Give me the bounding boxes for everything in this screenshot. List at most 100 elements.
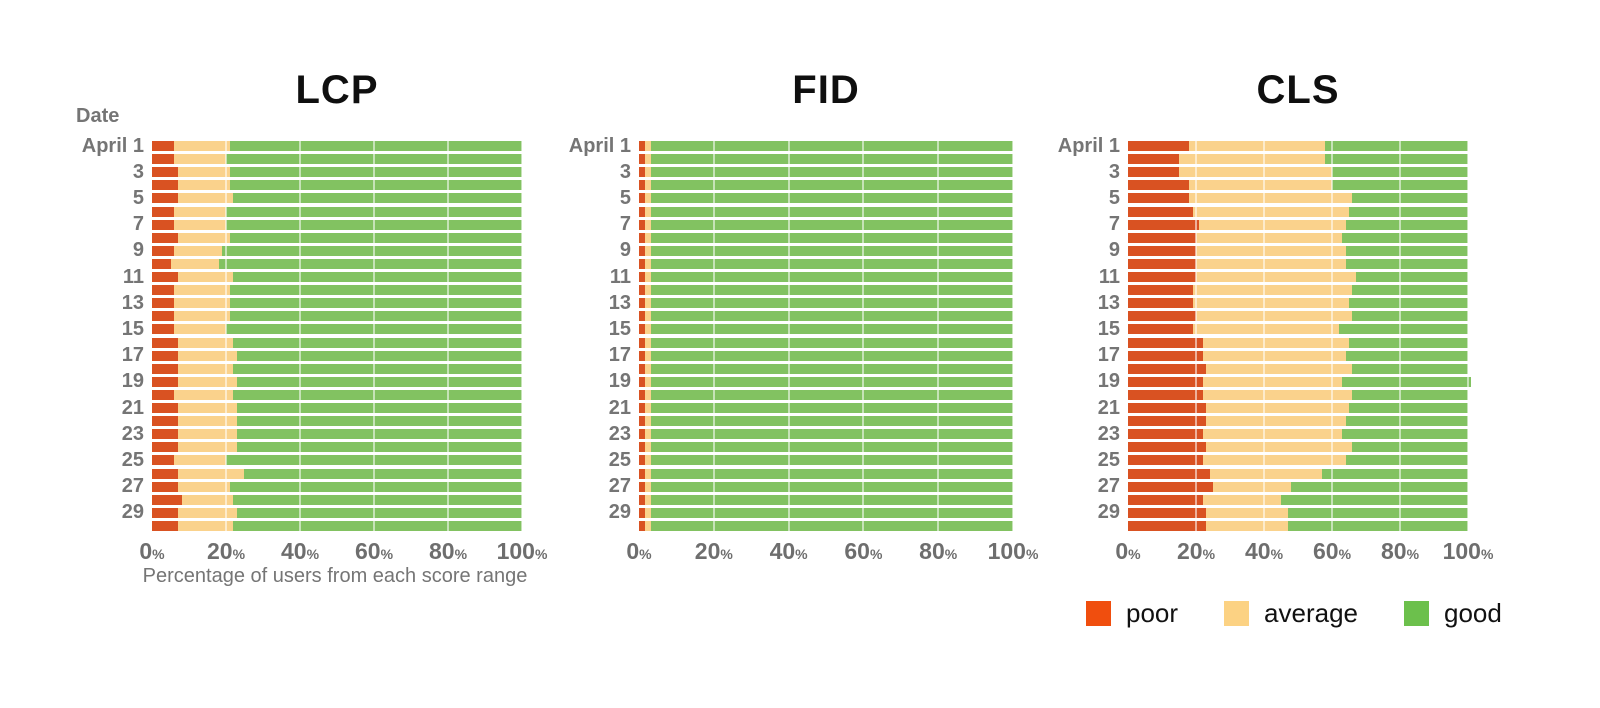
bar-segment-good (225, 455, 522, 466)
bar-segment-good (651, 520, 1013, 531)
bar-segment-good (651, 141, 1013, 151)
bar-segment-average (644, 311, 652, 322)
bar-segment-good (651, 337, 1013, 348)
bar-segment-average (644, 442, 652, 453)
bar-segment-good (651, 311, 1013, 322)
bar-row-april-29 (1128, 507, 1468, 518)
bar-segment-poor (152, 206, 175, 217)
bar-row-april-23 (1128, 429, 1468, 440)
bar-segment-poor (639, 272, 645, 282)
bar-segment-good (1331, 180, 1468, 191)
bar-row-april-14 (639, 311, 1013, 322)
bar-row-april-8 (639, 232, 1013, 243)
bar-segment-poor (1128, 507, 1207, 518)
y-tick-label: 15 (608, 317, 631, 340)
legend-label-poor: poor (1126, 598, 1179, 628)
bar-segment-average (644, 481, 652, 492)
bar-row-april-11 (1128, 272, 1468, 282)
bar-segment-poor (639, 285, 645, 296)
y-tick-label: 29 (121, 501, 144, 524)
bar-segment-poor (1128, 298, 1193, 309)
bar-segment-good (1345, 350, 1468, 361)
bar-row-april-13 (1128, 298, 1468, 309)
bar-row-april-2 (639, 154, 1013, 165)
bar-row-april-3 (152, 167, 522, 178)
bar-segment-poor (639, 337, 645, 348)
bar-segment-poor (152, 520, 178, 531)
bar-segment-poor (152, 350, 178, 361)
y-tick-label: 17 (121, 344, 144, 367)
bar-segment-poor (152, 403, 178, 413)
bar-segment-good (651, 363, 1013, 374)
bar-row-april-18 (1128, 363, 1468, 374)
bar-segment-average (174, 285, 230, 296)
bar-segment-good (229, 298, 522, 309)
y-tick-label: 19 (608, 370, 631, 393)
bar-segment-average (644, 258, 652, 269)
bar-row-april-11 (639, 272, 1013, 282)
bar-segment-good (233, 389, 522, 400)
bar-segment-average (177, 481, 230, 492)
bar-segment-poor (1128, 167, 1179, 178)
bar-segment-average (644, 376, 652, 387)
bar-segment-average (644, 350, 652, 361)
bar-segment-average (177, 376, 238, 387)
y-tick-label: 9 (1108, 239, 1120, 262)
y-tick-label: 11 (1098, 265, 1120, 288)
bar-segment-average (644, 298, 652, 309)
bar-segment-poor (639, 154, 645, 165)
x-tick-label: 60% (1312, 538, 1352, 564)
bar-row-april-2 (1128, 154, 1468, 165)
bar-segment-good (1345, 258, 1468, 269)
y-tick-label: April 1 (1057, 134, 1120, 157)
bar-segment-poor (639, 193, 645, 204)
bar-segment-good (233, 337, 522, 348)
bar-segment-average (1189, 141, 1326, 151)
y-tick-label: 11 (609, 265, 631, 288)
bar-row-april-21 (152, 403, 522, 413)
bar-segment-poor (152, 298, 175, 309)
bar-segment-good (1280, 494, 1468, 505)
bar-segment-poor (1128, 154, 1179, 165)
bar-row-april-11 (152, 272, 522, 282)
bar-segment-poor (152, 468, 178, 479)
x-tick-label: 20% (1176, 538, 1216, 564)
bar-row-april-1 (152, 141, 522, 151)
bar-segment-good (1352, 389, 1468, 400)
bar-segment-poor (639, 206, 645, 217)
bar-segment-poor (152, 337, 178, 348)
bar-row-april-6 (152, 206, 522, 217)
x-tick-label: 100% (496, 538, 548, 564)
bar-segment-average (1206, 403, 1349, 413)
y-tick-label: 15 (121, 317, 144, 340)
bar-segment-average (1209, 468, 1322, 479)
y-tick-label: 25 (121, 448, 144, 471)
bar-segment-average (644, 206, 652, 217)
bar-segment-poor (1128, 442, 1207, 453)
bar-segment-poor (1128, 429, 1203, 440)
x-axis-cls: 0% 20% 40% 60% 80% 100% (1115, 538, 1493, 570)
bar-segment-good (229, 481, 522, 492)
bar-segment-good (651, 455, 1013, 466)
bar-segment-average (177, 429, 238, 440)
bar-segment-average (644, 219, 652, 230)
bar-row-april-9 (1128, 245, 1468, 256)
y-axis-cls: April 1 3 5 7 9 11 13 15 17 19 21 23 25 27 29 (990, 135, 1120, 531)
bar-segment-poor (152, 167, 178, 178)
bar-row-april-7 (1128, 219, 1468, 230)
bar-row-april-29 (152, 507, 522, 518)
bar-segment-good (1291, 481, 1468, 492)
y-tick-label: 29 (608, 501, 631, 524)
bar-row-april-9 (639, 245, 1013, 256)
y-tick-label: 27 (608, 475, 631, 498)
bar-segment-average (644, 455, 652, 466)
bar-row-april-23 (639, 429, 1013, 440)
bar-segment-poor (152, 507, 178, 518)
bar-row-april-5 (639, 193, 1013, 204)
bar-segment-poor (1128, 337, 1203, 348)
bar-segment-average (174, 324, 226, 335)
y-tick-label: April 1 (81, 134, 144, 157)
bar-segment-average (177, 337, 234, 348)
bar-segment-average (644, 520, 652, 531)
